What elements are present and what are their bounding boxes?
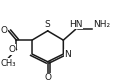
- Text: NH₂: NH₂: [93, 20, 111, 29]
- Text: O: O: [0, 26, 7, 35]
- Text: N: N: [64, 50, 71, 59]
- Text: CH₃: CH₃: [1, 59, 16, 68]
- Text: O: O: [44, 73, 51, 82]
- Text: HN: HN: [69, 20, 82, 29]
- Text: O: O: [8, 45, 15, 54]
- Text: S: S: [45, 20, 51, 29]
